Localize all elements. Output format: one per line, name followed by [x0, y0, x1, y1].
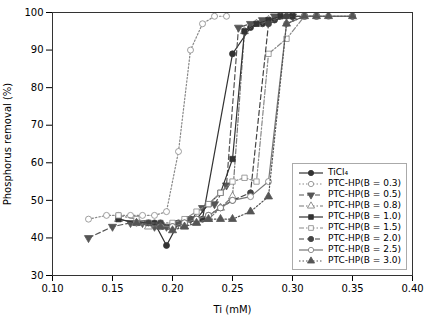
html-text:PTC-HP(B = 0.5): PTC-HP(B = 0.5) — [328, 189, 401, 199]
html-text:PTC-HP(B = 3.0): PTC-HP(B = 3.0) — [328, 255, 401, 265]
svg-text:0.25: 0.25 — [221, 283, 243, 294]
svg-text:0.15: 0.15 — [101, 283, 123, 294]
svg-text:0.40: 0.40 — [401, 283, 423, 294]
svg-text:Ti (mM): Ti (mM) — [213, 304, 252, 315]
html-text:PTC-HP(B = 0.3): PTC-HP(B = 0.3) — [328, 178, 401, 188]
svg-text:0.30: 0.30 — [281, 283, 303, 294]
html-text:PTC-HP(B = 2.5): PTC-HP(B = 2.5) — [328, 244, 401, 254]
svg-text:70: 70 — [31, 119, 44, 130]
svg-text:Phosphorus removal (%): Phosphorus removal (%) — [2, 83, 13, 206]
svg-text:50: 50 — [31, 195, 44, 206]
html-text:PTC-HP(B = 0.8): PTC-HP(B = 0.8) — [328, 200, 401, 210]
svg-text:80: 80 — [31, 82, 44, 93]
html-text:PTC-HP(B = 2.0): PTC-HP(B = 2.0) — [328, 233, 401, 243]
html-text:PTC-HP(B = 1.0): PTC-HP(B = 1.0) — [328, 211, 401, 221]
svg-text:90: 90 — [31, 44, 44, 55]
svg-text:30: 30 — [31, 270, 44, 281]
html-text:TiCl₄: TiCl₄ — [328, 167, 349, 177]
svg-text:0.10: 0.10 — [41, 283, 63, 294]
svg-text:0.35: 0.35 — [341, 283, 363, 294]
html-text:PTC-HP(B = 1.5): PTC-HP(B = 1.5) — [328, 222, 401, 232]
svg-text:60: 60 — [31, 157, 44, 168]
svg-text:40: 40 — [31, 232, 44, 243]
svg-text:0.20: 0.20 — [161, 283, 183, 294]
svg-text:100: 100 — [24, 7, 43, 18]
